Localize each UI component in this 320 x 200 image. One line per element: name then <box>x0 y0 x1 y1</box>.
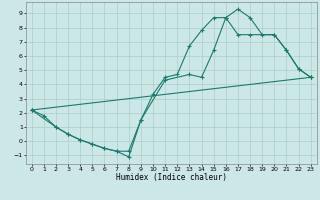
X-axis label: Humidex (Indice chaleur): Humidex (Indice chaleur) <box>116 173 227 182</box>
